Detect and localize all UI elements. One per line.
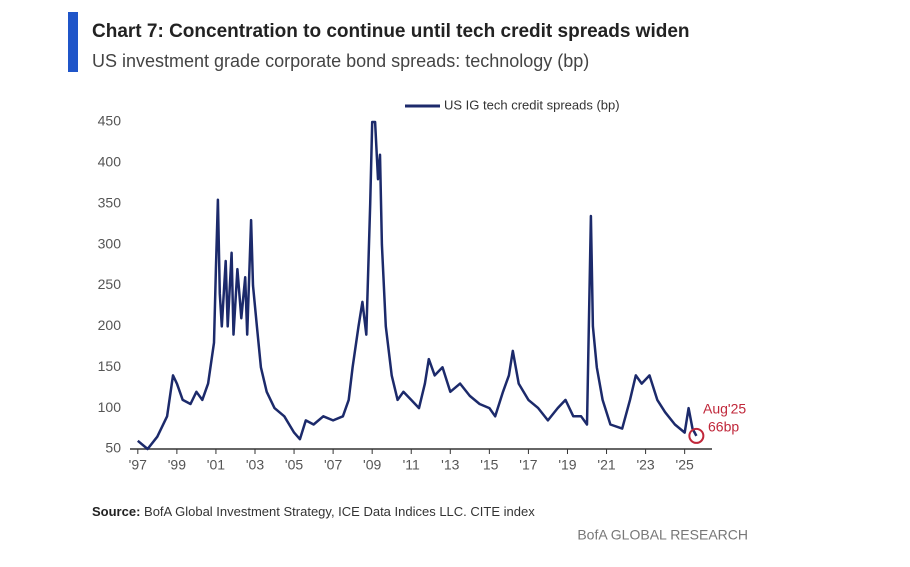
source: Source: BofA Global Investment Strategy,… <box>92 504 535 519</box>
annotation-value: 66bp <box>708 419 739 435</box>
x-tick-label: '03 <box>246 457 264 473</box>
y-tick-label: 450 <box>98 113 122 129</box>
x-tick-label: '07 <box>324 457 342 473</box>
y-tick-label: 400 <box>98 154 122 170</box>
x-tick-label: '19 <box>558 457 576 473</box>
y-tick-label: 350 <box>98 194 122 210</box>
x-tick-label: '15 <box>480 457 498 473</box>
series-line <box>136 120 698 451</box>
y-tick-label: 300 <box>98 235 122 251</box>
x-tick-label: '09 <box>363 457 381 473</box>
x-tick-label: '23 <box>636 457 654 473</box>
title-bar <box>68 12 78 72</box>
source-label: Source: <box>92 504 140 519</box>
y-tick-label: 200 <box>98 317 122 333</box>
annotation-date: Aug'25 <box>703 401 746 417</box>
y-tick-label: 150 <box>98 358 122 374</box>
x-tick-label: '99 <box>168 457 186 473</box>
x-tick-label: '97 <box>129 457 147 473</box>
x-tick-label: '21 <box>597 457 615 473</box>
source-text: BofA Global Investment Strategy, ICE Dat… <box>144 504 535 519</box>
chart-title: Chart 7: Concentration to continue until… <box>92 21 690 42</box>
brand: BofA GLOBAL RESEARCH <box>577 527 748 543</box>
y-tick-label: 50 <box>105 440 121 456</box>
x-tick-label: '25 <box>676 457 694 473</box>
x-tick-label: '11 <box>403 457 420 473</box>
legend-label: US IG tech credit spreads (bp) <box>444 97 620 112</box>
chart-subtitle: US investment grade corporate bond sprea… <box>92 51 589 71</box>
x-tick-label: '13 <box>441 457 459 473</box>
y-tick-label: 100 <box>98 399 122 415</box>
x-tick-label: '17 <box>519 457 537 473</box>
x-tick-label: '05 <box>285 457 303 473</box>
highlight-circle <box>688 427 705 444</box>
y-tick-label: 250 <box>98 276 122 292</box>
x-tick-label: '01 <box>207 457 225 473</box>
